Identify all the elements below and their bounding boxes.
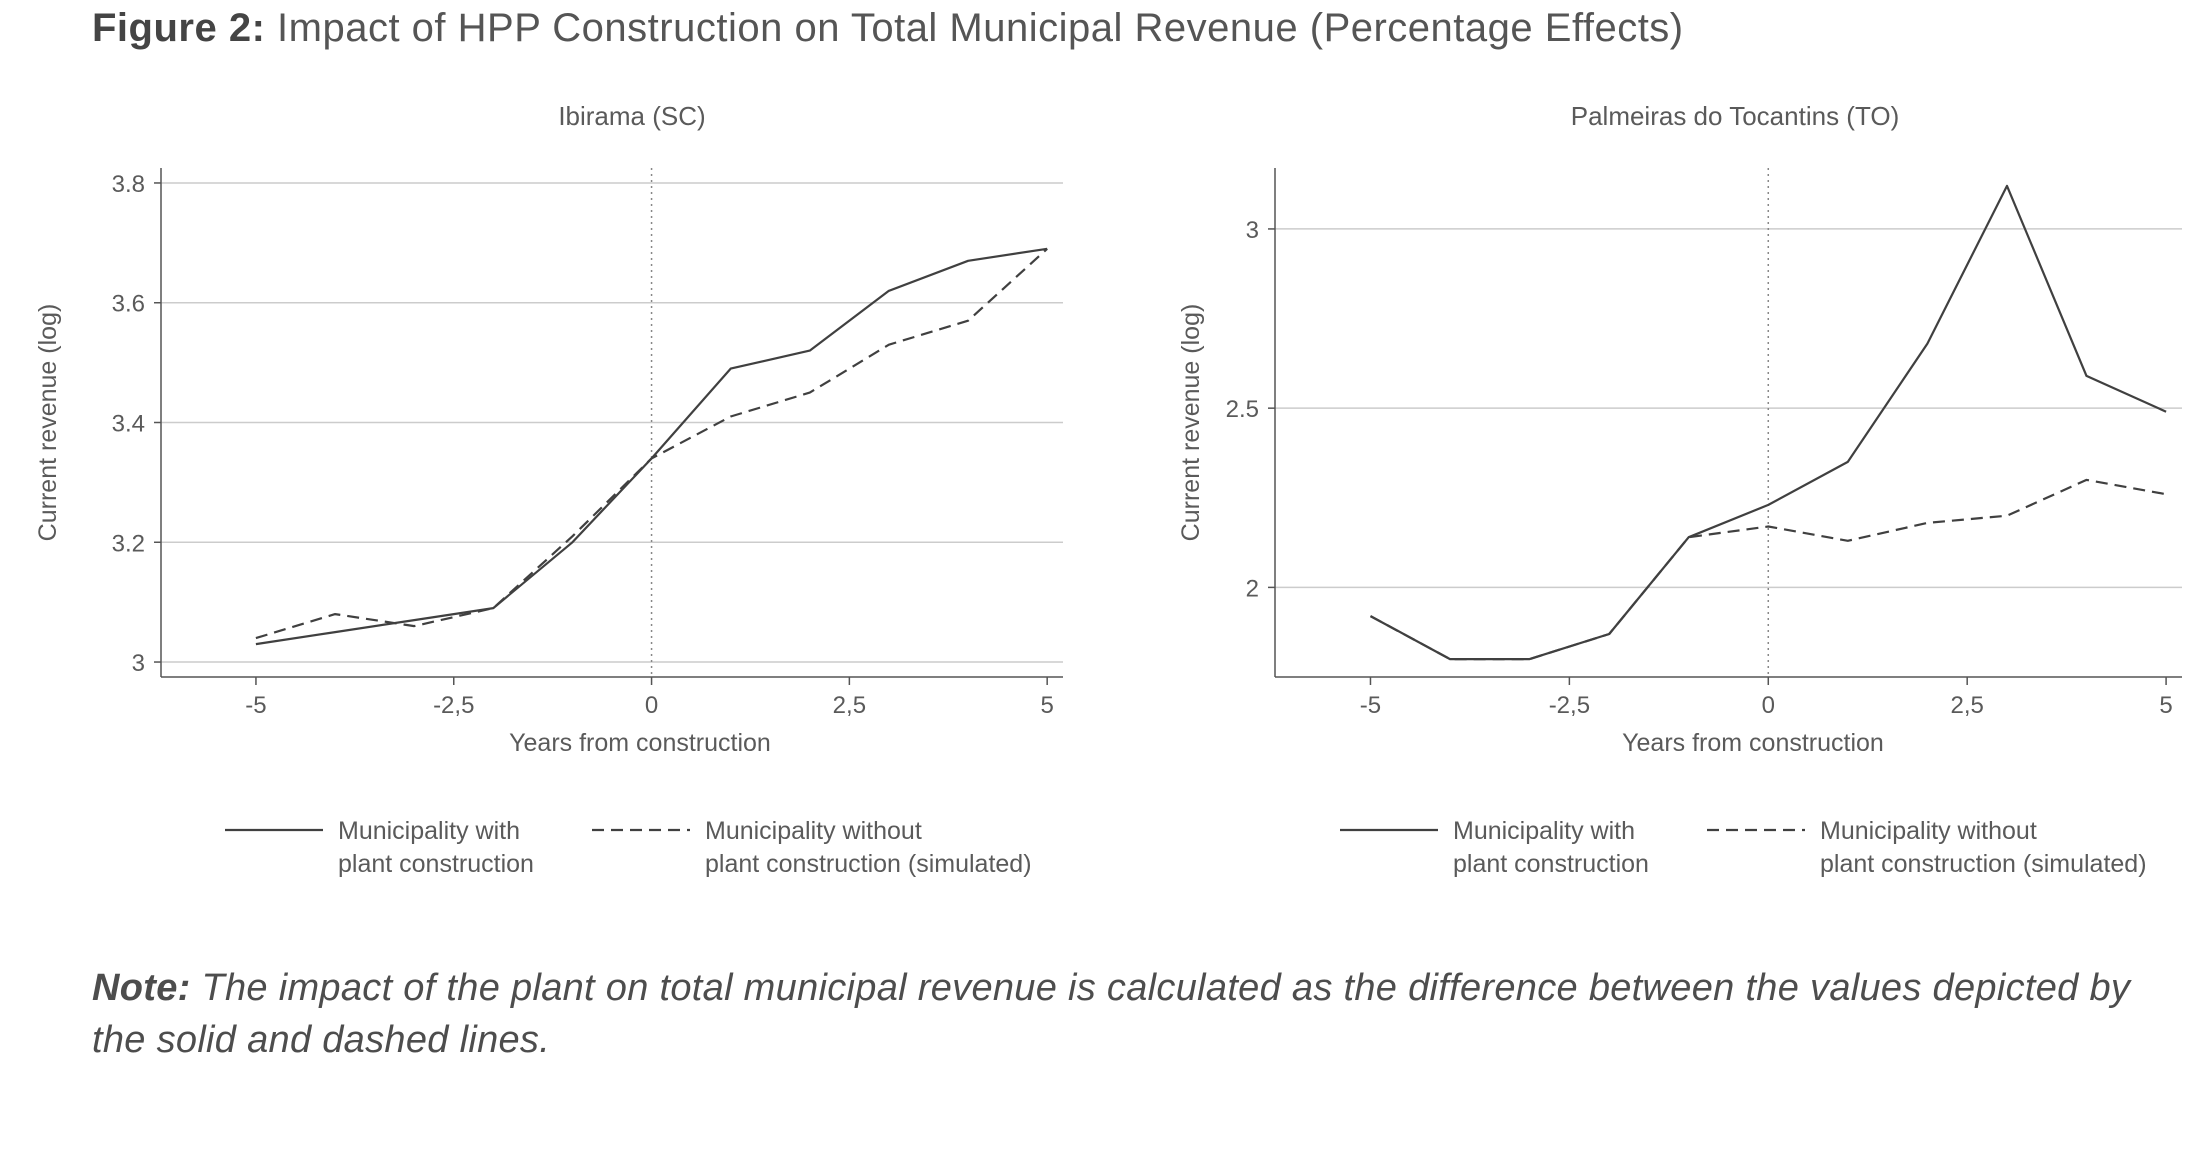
panel-2-series-without-plant-line [1369,478,2167,661]
figure-title: Figure 2: Impact of HPP Construction on … [92,6,1684,51]
panel-1-x-tick-label: 2,5 [833,692,866,719]
panel-1-x-tick-label: 0 [645,692,658,719]
panel-2-legend-with-plant-label: Municipality with [1453,817,1635,845]
panel-2-x-tick-label: -5 [1360,692,1381,719]
panel-1-series-with-plant-line [255,247,1048,646]
panel-2-legend-with-plant-label: plant construction [1453,850,1649,878]
panel-2-y-tick-label: 2.5 [1226,396,1259,423]
panel-1-y-tick-label: 3.4 [112,411,145,438]
panel-1-y-tick-label: 3 [132,650,145,677]
panel-2-x-axis-label: Years from construction [1622,729,1884,757]
panel-2-legend-without-plant-label: Municipality without [1820,817,2037,845]
panel-1-y-axis-label: Current revenue (log) [34,304,62,542]
panel-1-title: Ibirama (SC) [558,101,705,131]
panel-1-y-tick-label: 3.8 [112,171,145,198]
panel-2-x-tick-label: 5 [2159,692,2172,719]
charts-area: Ibirama (SC) 3 3.2 3.4 3.6 3.8 -5 -2,5 0 2,5 5 Year… [34,101,2182,878]
panel-1-x-tick-label: -2,5 [433,692,474,719]
panel-1-x-tick-label: -5 [245,692,266,719]
panel-1-x-axis-label: Years from construction [509,729,771,757]
panel-1-series-without-plant-line [255,247,1048,640]
note-text: The impact of the plant on total municip… [92,967,2131,1061]
panel-1-x-tick-label: 5 [1040,692,1053,719]
panel-1-y-tick-label: 3.6 [112,291,145,318]
figure-title-prefix: Figure 2: [92,6,266,50]
panel-2-y-axis-label: Current revenue (log) [1177,304,1205,542]
panel-1-legend-without-plant-label: Municipality without [705,817,922,845]
panel-2-x-tick-label: 2,5 [1950,692,1983,719]
figure-note: Note: The impact of the plant on total m… [92,962,2132,1066]
panel-2-y-tick-label: 2 [1246,575,1259,602]
panel-1-legend-without-plant-label: plant construction (simulated) [705,850,1032,878]
panel-2-x-tick-label: -2,5 [1549,692,1590,719]
note-prefix: Note: [92,967,191,1009]
panel-1-y-tick-label: 3.2 [112,530,145,557]
panel-2-legend-without-plant-label: plant construction (simulated) [1820,850,2147,878]
panel-2-title: Palmeiras do Tocantins (TO) [1571,101,1900,131]
panel-2-y-tick-label: 3 [1246,217,1259,244]
panel-1-legend-with-plant-label: Municipality with [338,817,520,845]
figure-title-text: Impact of HPP Construction on Total Muni… [265,6,1684,50]
panel-2-x-tick-label: 0 [1762,692,1775,719]
panel-1-legend-with-plant-label: plant construction [338,850,534,878]
